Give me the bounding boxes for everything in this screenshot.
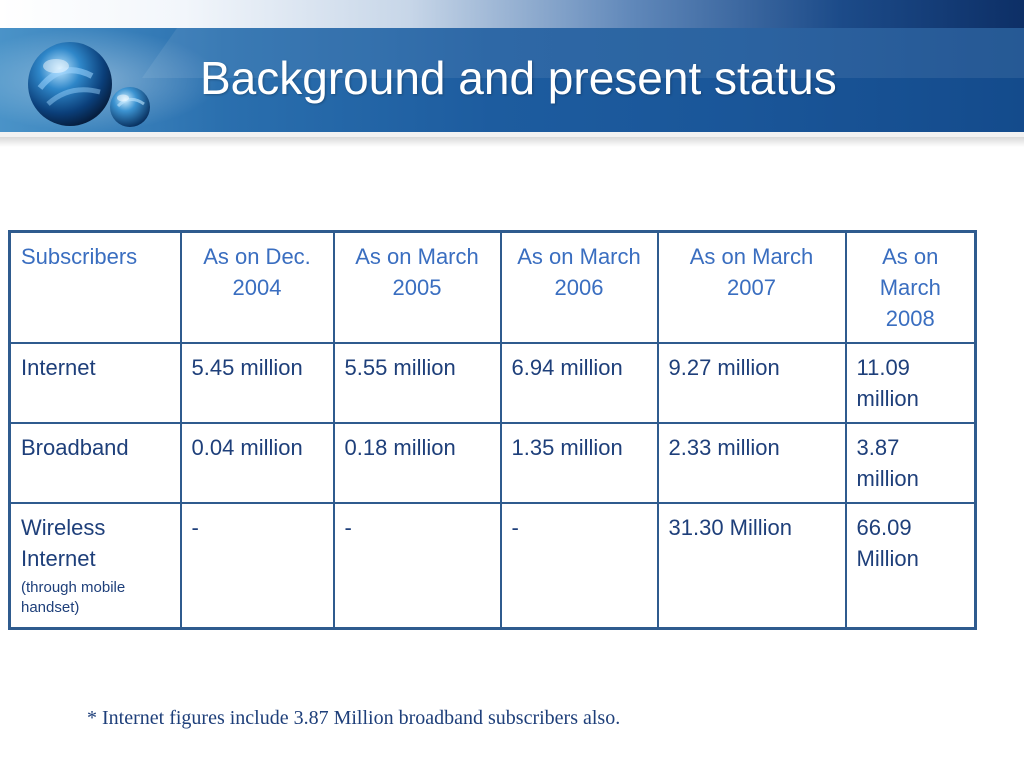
table-cell: 31.30 Million bbox=[656, 502, 847, 629]
header-divider bbox=[0, 132, 1024, 137]
table-row: Wireless Internet (through mobile handse… bbox=[8, 502, 977, 629]
table-cell: 5.55 million bbox=[332, 342, 502, 424]
table-cell: 3.87 million bbox=[844, 422, 977, 504]
header-cell: As on Dec. 2004 bbox=[179, 230, 335, 344]
table-cell: - bbox=[179, 502, 335, 629]
row-label: Internet bbox=[8, 342, 182, 424]
globe-logo-icon bbox=[28, 42, 150, 127]
row-label-cell: Wireless Internet (through mobile handse… bbox=[8, 502, 182, 629]
table-header-row: Subscribers As on Dec. 2004 As on March … bbox=[8, 230, 977, 344]
row-label: Broadband bbox=[8, 422, 182, 504]
header-cell: As on March 2006 bbox=[499, 230, 659, 344]
header-cell: As on March 2007 bbox=[656, 230, 847, 344]
table-cell: 11.09 million bbox=[844, 342, 977, 424]
table-cell: 2.33 million bbox=[656, 422, 847, 504]
table-cell: 6.94 million bbox=[499, 342, 659, 424]
table-cell: - bbox=[332, 502, 502, 629]
table-cell: - bbox=[499, 502, 659, 629]
header-shadow bbox=[0, 137, 1024, 147]
table-row: Broadband 0.04 million 0.18 million 1.35… bbox=[8, 422, 977, 504]
table-cell: 66.09 Million bbox=[844, 502, 977, 629]
footnote: * Internet figures include 3.87 Million … bbox=[87, 707, 621, 729]
table-cell: 9.27 million bbox=[656, 342, 847, 424]
header-cell: As on March 2008 bbox=[844, 230, 977, 344]
row-label: Wireless Internet bbox=[21, 515, 106, 571]
table-cell: 0.04 million bbox=[179, 422, 335, 504]
table-cell: 1.35 million bbox=[499, 422, 659, 504]
row-note: (through mobile handset) bbox=[21, 579, 126, 616]
table-cell: 5.45 million bbox=[179, 342, 335, 424]
header-cell: Subscribers bbox=[8, 230, 182, 344]
top-strip bbox=[0, 0, 1024, 28]
slide-title: Background and present status bbox=[200, 52, 837, 104]
table-row: Internet 5.45 million 5.55 million 6.94 … bbox=[8, 342, 977, 424]
table-cell: 0.18 million bbox=[332, 422, 502, 504]
subscriber-table: Subscribers As on Dec. 2004 As on March … bbox=[8, 230, 977, 630]
header-cell: As on March 2005 bbox=[332, 230, 502, 344]
